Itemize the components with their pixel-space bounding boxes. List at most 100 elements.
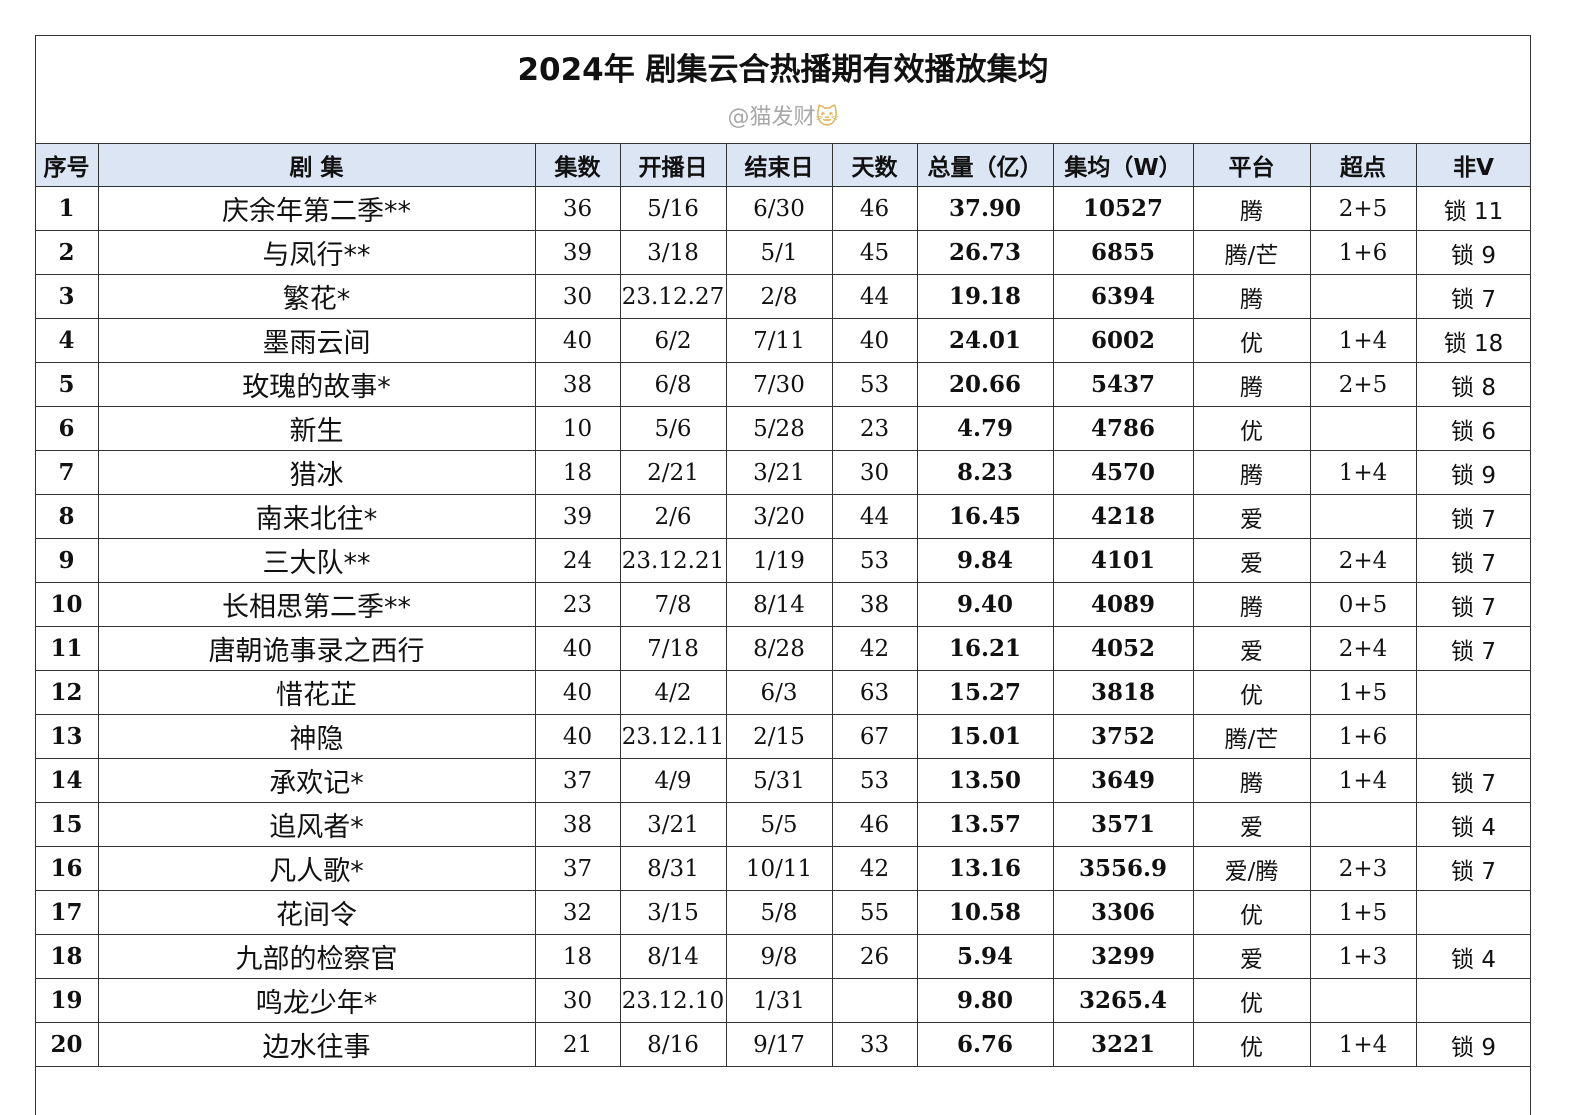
cell-total: 9.40: [916, 582, 1054, 627]
cell-start-date: 8/14: [619, 934, 727, 979]
cell-episodes: 37: [534, 758, 621, 803]
cell-total: 9.80: [916, 978, 1054, 1023]
cell-episodes: 38: [534, 802, 621, 847]
table-row: 12 惜花芷 40 4/2 6/3 63 15.27 3818 优 1+5: [36, 670, 1530, 715]
header-name: 剧 集: [97, 143, 536, 187]
cell-super: 1+4: [1309, 1022, 1417, 1067]
cell-super: 0+5: [1309, 582, 1417, 627]
cell-average: 3299: [1052, 934, 1194, 979]
cell-start-date: 5/6: [619, 406, 727, 451]
cell-end-date: 6/3: [725, 670, 833, 715]
cell-start-date: 6/8: [619, 362, 727, 407]
table-row: 19 鸣龙少年* 30 23.12.10 1/31 9.80 3265.4 优: [36, 978, 1530, 1023]
cell-days: 30: [831, 450, 918, 495]
watermark: @猫发财🐱: [36, 98, 1530, 143]
cell-platform: 腾: [1192, 186, 1311, 231]
cell-episodes: 40: [534, 626, 621, 671]
cell-total: 15.01: [916, 714, 1054, 759]
cell-end-date: 2/8: [725, 274, 833, 319]
cell-non-vip: 锁 11: [1415, 186, 1530, 231]
cell-end-date: 8/14: [725, 582, 833, 627]
cell-start-date: 3/15: [619, 890, 727, 935]
cell-days: [831, 978, 918, 1023]
cell-total: 26.73: [916, 230, 1054, 275]
cell-total: 9.84: [916, 538, 1054, 583]
cell-non-vip: 锁 7: [1415, 582, 1530, 627]
cell-super: 1+3: [1309, 934, 1417, 979]
cell-name: 庆余年第二季**: [97, 186, 536, 231]
cell-average: 3818: [1052, 670, 1194, 715]
cell-name: 追风者*: [97, 802, 536, 847]
cell-super: 1+4: [1309, 450, 1417, 495]
cell-platform: 优: [1192, 1022, 1311, 1067]
cell-start-date: 5/16: [619, 186, 727, 231]
cell-average: 3649: [1052, 758, 1194, 803]
cell-days: 63: [831, 670, 918, 715]
cell-non-vip: [1415, 714, 1530, 759]
cell-days: 53: [831, 758, 918, 803]
cell-non-vip: 锁 4: [1415, 802, 1530, 847]
cell-start-date: 8/31: [619, 846, 727, 891]
cell-platform: 腾: [1192, 758, 1311, 803]
table-row: 11 唐朝诡事录之西行 40 7/18 8/28 42 16.21 4052 爱 2+4 锁 7: [36, 626, 1530, 671]
cell-days: 46: [831, 802, 918, 847]
cell-episodes: 40: [534, 318, 621, 363]
cell-total: 8.23: [916, 450, 1054, 495]
cell-super: [1309, 802, 1417, 847]
cell-name: 边水往事: [97, 1022, 536, 1067]
cell-non-vip: 锁 7: [1415, 538, 1530, 583]
cell-non-vip: [1415, 890, 1530, 935]
cell-name: 墨雨云间: [97, 318, 536, 363]
table-row: 13 神隐 40 23.12.11 2/15 67 15.01 3752 腾/芒 1+6: [36, 714, 1530, 759]
cell-end-date: 2/15: [725, 714, 833, 759]
cell-non-vip: 锁 9: [1415, 1022, 1530, 1067]
cell-non-vip: 锁 7: [1415, 758, 1530, 803]
watermark-text: @猫发财: [727, 105, 816, 130]
cell-episodes: 37: [534, 846, 621, 891]
cell-name: 玫瑰的故事*: [97, 362, 536, 407]
cell-non-vip: 锁 7: [1415, 846, 1530, 891]
cell-index: 5: [36, 362, 99, 407]
cell-name: 新生: [97, 406, 536, 451]
cell-days: 40: [831, 318, 918, 363]
cell-total: 24.01: [916, 318, 1054, 363]
table-row: 20 边水往事 21 8/16 9/17 33 6.76 3221 优 1+4 锁 9: [36, 1022, 1530, 1067]
cell-start-date: 8/16: [619, 1022, 727, 1067]
cell-episodes: 18: [534, 450, 621, 495]
cell-index: 16: [36, 846, 99, 891]
cell-platform: 腾/芒: [1192, 714, 1311, 759]
cell-average: 6855: [1052, 230, 1194, 275]
cell-total: 37.90: [916, 186, 1054, 231]
cell-total: 10.58: [916, 890, 1054, 935]
cell-platform: 爱: [1192, 538, 1311, 583]
cell-non-vip: 锁 7: [1415, 626, 1530, 671]
cell-platform: 腾: [1192, 274, 1311, 319]
table-row: 16 凡人歌* 37 8/31 10/11 42 13.16 3556.9 爱/腾 2+3 锁 7: [36, 846, 1530, 891]
cell-days: 26: [831, 934, 918, 979]
cell-end-date: 5/28: [725, 406, 833, 451]
cell-non-vip: 锁 7: [1415, 274, 1530, 319]
cell-super: 1+5: [1309, 890, 1417, 935]
cell-end-date: 5/8: [725, 890, 833, 935]
cell-episodes: 18: [534, 934, 621, 979]
cell-episodes: 10: [534, 406, 621, 451]
cell-end-date: 7/30: [725, 362, 833, 407]
ranking-table: 序号 剧 集 集数 开播日 结束日 天数 总量（亿） 集均（W） 平台 超点 非…: [36, 143, 1530, 1067]
cell-index: 20: [36, 1022, 99, 1067]
cell-end-date: 5/1: [725, 230, 833, 275]
cell-non-vip: 锁 9: [1415, 450, 1530, 495]
cell-name: 花间令: [97, 890, 536, 935]
cell-end-date: 1/31: [725, 978, 833, 1023]
cell-days: 42: [831, 846, 918, 891]
header-end-date: 结束日: [725, 143, 833, 187]
cell-platform: 腾: [1192, 450, 1311, 495]
cell-index: 3: [36, 274, 99, 319]
cell-episodes: 39: [534, 494, 621, 539]
cell-index: 17: [36, 890, 99, 935]
cell-platform: 优: [1192, 406, 1311, 451]
cell-name: 神隐: [97, 714, 536, 759]
cell-days: 67: [831, 714, 918, 759]
cell-days: 55: [831, 890, 918, 935]
cat-face-icon: 🐱: [815, 105, 839, 130]
cell-super: 1+4: [1309, 758, 1417, 803]
